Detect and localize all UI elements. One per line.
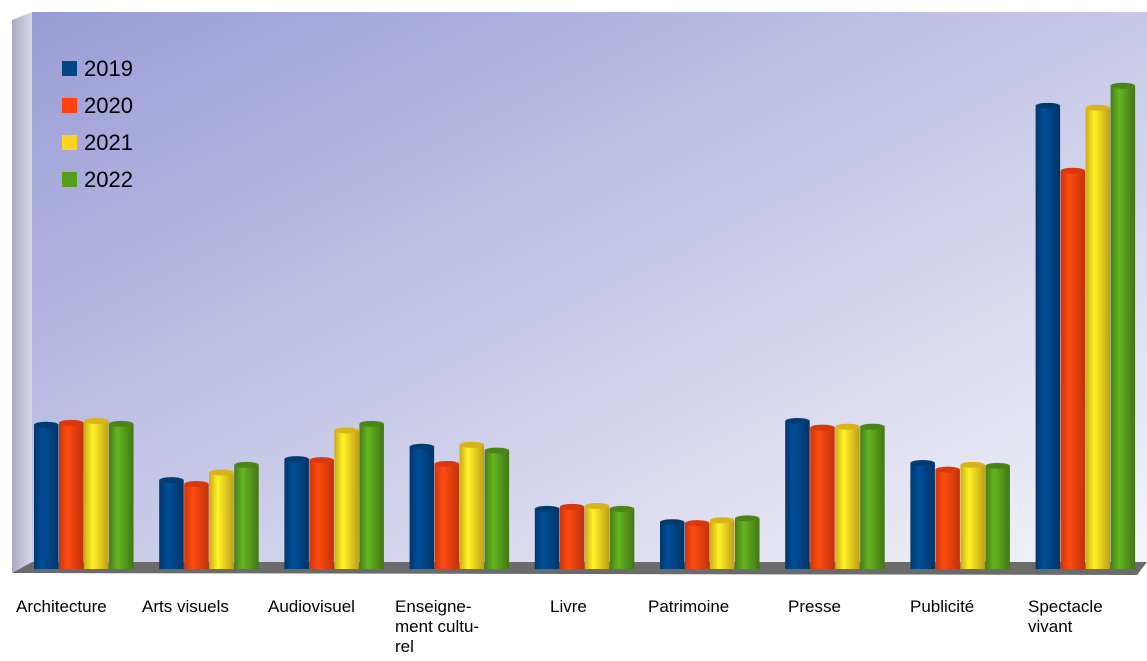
bar-cap-2022-5 xyxy=(735,515,760,522)
category-label: Audiovisuel xyxy=(268,597,355,616)
category-label: Enseigne- ment cultu- rel xyxy=(395,597,480,656)
category-label: Architecture xyxy=(16,597,107,616)
legend-item-2019: 2019 xyxy=(62,50,133,87)
bar-cap-2022-0 xyxy=(109,420,134,427)
bar-2022-4 xyxy=(609,508,635,569)
bar-cap-2019-2 xyxy=(284,456,309,463)
legend-item-2022: 2022 xyxy=(62,161,133,198)
bar-cap-2022-6 xyxy=(860,423,885,430)
legend-swatch xyxy=(62,135,77,150)
bar-2019-0 xyxy=(34,424,59,569)
bar-2020-5 xyxy=(685,523,710,569)
bar-2022-2 xyxy=(359,423,384,569)
bar-cap-2021-6 xyxy=(835,423,860,430)
category-label: Arts visuels xyxy=(142,597,229,616)
bar-2019-2 xyxy=(284,459,309,569)
bar-cap-2022-4 xyxy=(609,505,635,512)
bar-cap-2022-2 xyxy=(359,420,384,427)
bar-cap-2019-0 xyxy=(34,421,59,428)
legend-label: 2019 xyxy=(84,55,133,81)
legend: 2019 2020 2021 2022 xyxy=(62,50,133,198)
bar-cap-2021-0 xyxy=(84,417,109,424)
bar-cap-2021-5 xyxy=(710,517,735,524)
bar-2021-6 xyxy=(835,426,860,569)
bar-2022-6 xyxy=(860,426,885,569)
bar-2019-4 xyxy=(534,508,560,569)
bar-2020-8 xyxy=(1060,170,1086,569)
category-label: Patrimoine xyxy=(648,597,730,616)
bar-2020-2 xyxy=(309,460,334,569)
legend-swatch xyxy=(62,98,77,113)
bar-cap-2021-2 xyxy=(334,427,359,434)
bar-2020-1 xyxy=(184,484,209,569)
bar-cap-2019-8 xyxy=(1035,102,1061,109)
bar-cap-2021-8 xyxy=(1085,104,1111,111)
legend-item-2021: 2021 xyxy=(62,124,133,161)
bar-2019-5 xyxy=(660,522,685,569)
bar-2020-4 xyxy=(559,506,585,569)
bar-cap-2022-3 xyxy=(484,447,510,454)
bar-2022-3 xyxy=(484,450,510,569)
bar-2020-7 xyxy=(935,469,960,569)
bar-cap-2021-4 xyxy=(584,502,610,509)
bar-2021-2 xyxy=(334,430,359,569)
bar-cap-2020-5 xyxy=(685,520,710,527)
legend-label: 2021 xyxy=(84,129,133,155)
bar-cap-2020-6 xyxy=(810,424,835,431)
bar-2022-0 xyxy=(109,423,134,569)
bar-2021-7 xyxy=(960,464,985,569)
bar-2022-8 xyxy=(1110,85,1136,570)
bar-2022-5 xyxy=(735,518,760,569)
legend-label: 2020 xyxy=(84,92,133,118)
bar-cap-2019-6 xyxy=(785,417,810,424)
bar-2019-1 xyxy=(159,480,184,569)
bar-cap-2019-1 xyxy=(159,477,184,484)
bar-cap-2020-8 xyxy=(1060,167,1086,174)
bar-cap-2020-7 xyxy=(935,466,960,473)
legend-swatch xyxy=(62,61,77,76)
bar-cap-2022-1 xyxy=(234,461,259,468)
category-label: Presse xyxy=(788,597,841,616)
bar-2021-0 xyxy=(84,420,109,569)
bar-cap-2020-2 xyxy=(309,457,334,464)
bar-2021-1 xyxy=(209,472,234,569)
bar-2021-5 xyxy=(710,520,735,569)
bar-2021-4 xyxy=(584,505,610,569)
bar-cap-2019-5 xyxy=(660,519,685,526)
category-label: Livre xyxy=(550,597,587,616)
legend-swatch xyxy=(62,172,77,187)
bar-2019-8 xyxy=(1035,105,1061,569)
bar-cap-2020-1 xyxy=(184,481,209,488)
bar-cap-2021-1 xyxy=(209,469,234,476)
bar-2019-6 xyxy=(785,420,810,569)
bar-2021-8 xyxy=(1085,107,1111,570)
bar-2020-0 xyxy=(59,422,84,569)
bar-cap-2019-3 xyxy=(409,443,435,450)
bar-cap-2021-3 xyxy=(459,441,485,448)
bars-group xyxy=(34,82,1136,570)
category-label: Spectacle vivant xyxy=(1028,597,1103,636)
bar-cap-2019-7 xyxy=(910,459,935,466)
bar-2022-1 xyxy=(234,464,259,569)
bar-cap-2020-4 xyxy=(559,503,585,510)
chart-side-wall xyxy=(12,12,32,573)
bar-cap-2022-7 xyxy=(985,462,1010,469)
legend-item-2020: 2020 xyxy=(62,87,133,124)
legend-label: 2022 xyxy=(84,166,133,192)
bar-cap-2020-0 xyxy=(59,419,84,426)
bar-2022-7 xyxy=(985,465,1010,569)
bar-2019-7 xyxy=(910,462,935,569)
bar-cap-2020-3 xyxy=(434,460,460,467)
bar-2020-3 xyxy=(434,463,460,569)
bar-cap-2021-7 xyxy=(960,461,985,468)
bar-2021-3 xyxy=(459,444,485,569)
bar-2020-6 xyxy=(810,427,835,569)
category-label: Publicité xyxy=(910,597,975,616)
bar-2019-3 xyxy=(409,446,435,569)
bar-cap-2022-8 xyxy=(1110,82,1136,89)
bar-cap-2019-4 xyxy=(534,505,560,512)
